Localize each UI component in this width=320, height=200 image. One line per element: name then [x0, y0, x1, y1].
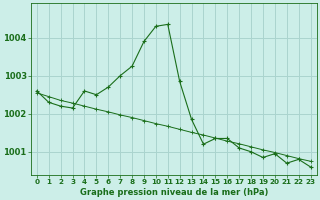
- X-axis label: Graphe pression niveau de la mer (hPa): Graphe pression niveau de la mer (hPa): [80, 188, 268, 197]
